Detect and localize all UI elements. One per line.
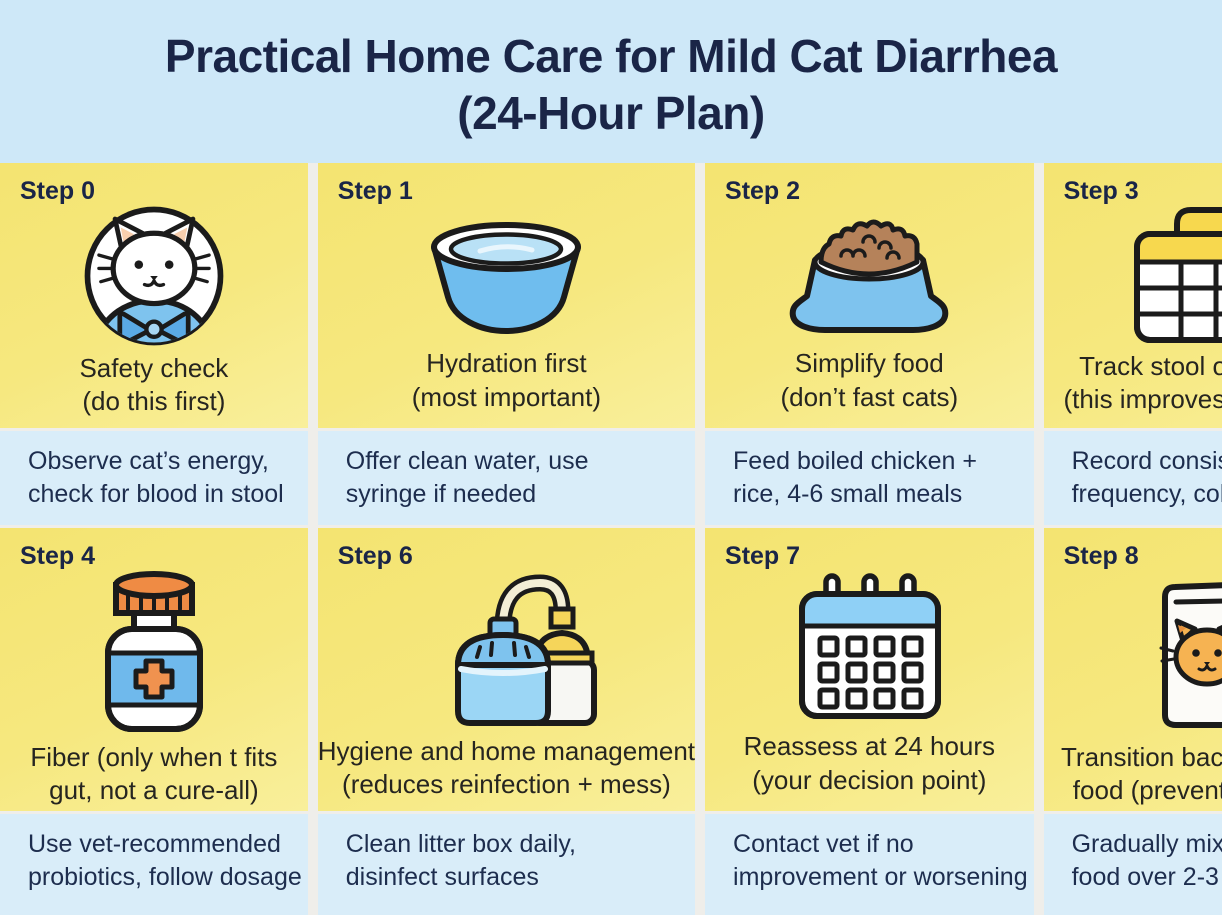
step-caption: Hydration first (most important) <box>411 348 602 412</box>
step-label: Step 4 <box>20 542 96 570</box>
step-description: Record consistency, frequency, color <box>1071 447 1222 508</box>
stool-chart-icon <box>1044 200 1222 350</box>
desc-cell-7: Contact vet if no improvement or worseni… <box>705 814 1034 915</box>
step-card-7: Step 7 Reassess at 24 ho <box>705 528 1034 811</box>
step-label: Step 2 <box>725 177 801 205</box>
step-description: Offer clean water, use syringe if needed <box>345 447 589 508</box>
step-caption: Track stool objectively (this improves d… <box>1063 351 1222 415</box>
step-description: Use vet-recommended probiotics, follow d… <box>28 830 302 891</box>
step-label: Step 3 <box>1063 177 1139 205</box>
step-label: Step 7 <box>725 542 801 570</box>
page-title-line1: Practical Home Care for Mild Cat Diarrhe… <box>164 30 1058 83</box>
desc-cell-3: Record consistency, frequency, color <box>1043 431 1222 525</box>
desc-cell-4: Use vet-recommended probiotics, follow d… <box>0 814 308 915</box>
probiotic-bottle-icon <box>0 565 308 741</box>
step-label: Step 8 <box>1063 542 1139 570</box>
step-card-0: Step 0 <box>0 163 308 428</box>
step-caption: Safety check (do this first) <box>79 353 229 417</box>
step-card-6: Step 6 Hygiene and home management (redu… <box>317 528 696 811</box>
food-bowl-icon <box>705 200 1034 347</box>
step-caption: Fiber (only when t fits gut, not a cure-… <box>30 742 278 806</box>
step-description: Feed boiled chicken + rice, 4-6 small me… <box>733 447 977 508</box>
step-label: Step 1 <box>337 177 413 205</box>
step-card-3: Step 3 Track stool objectively (this imp… <box>1043 163 1222 428</box>
step-card-2: Step 2 Simplify food (don’t fast cats) <box>705 163 1034 428</box>
poster-header: Practical Home Care for Mild Cat Diarrhe… <box>0 0 1222 163</box>
page-title-line2: (24-Hour Plan) <box>457 86 765 139</box>
step-description: Gradually mix with original food over 2-… <box>1071 830 1222 891</box>
step-description: Contact vet if no improvement or worseni… <box>733 830 1028 891</box>
step-caption: Hygiene and home management (reduces rei… <box>317 736 696 800</box>
food-bag-icon <box>1044 565 1222 741</box>
desc-cell-2: Feed boiled chicken + rice, 4-6 small me… <box>705 431 1034 525</box>
step-label: Step 6 <box>337 542 413 570</box>
cat-avatar-icon <box>0 200 308 352</box>
step-label: Step 0 <box>20 177 96 205</box>
calendar-icon <box>705 565 1034 730</box>
step-caption: Reassess at 24 hours (your decision poin… <box>743 731 996 795</box>
step-card-1: Step 1 Hydration first (most important) <box>317 163 696 428</box>
step-description: Observe cat’s energy, check for blood in… <box>28 447 284 508</box>
step-card-8: Step 8 Transition b <box>1043 528 1222 811</box>
step-caption: Simplify food (don’t fast cats) <box>780 348 959 412</box>
desc-cell-6: Clean litter box daily, disinfect surfac… <box>317 814 696 915</box>
water-bowl-icon <box>318 200 695 347</box>
step-caption: Transition back to normal food (prevents… <box>1061 742 1222 806</box>
step-description: Clean litter box daily, disinfect surfac… <box>345 830 576 891</box>
hygiene-spray-icon <box>318 565 695 735</box>
desc-cell-8: Gradually mix with original food over 2-… <box>1043 814 1222 915</box>
desc-cell-1: Offer clean water, use syringe if needed <box>317 431 696 525</box>
steps-grid: Step 0 <box>0 163 1222 915</box>
step-card-4: Step 4 Fiber (only when t fits gut, not … <box>0 528 308 811</box>
desc-cell-0: Observe cat’s energy, check for blood in… <box>0 431 308 525</box>
page-title: Practical Home Care for Mild Cat Diarrhe… <box>164 28 1058 140</box>
